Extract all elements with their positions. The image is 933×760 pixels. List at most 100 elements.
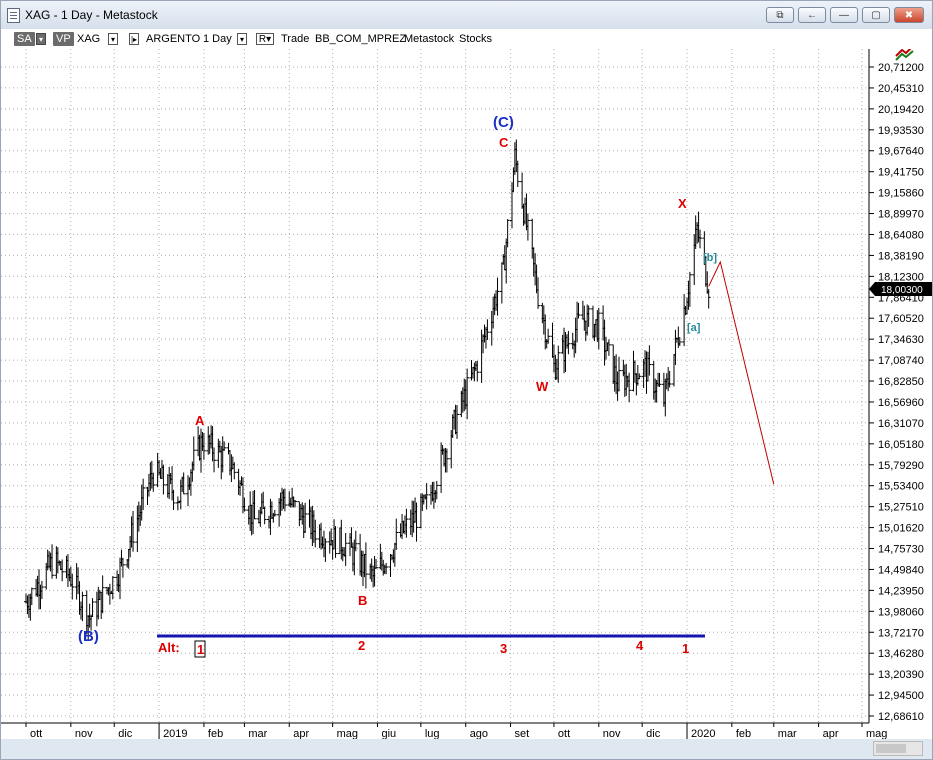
- price-tick-label: 12,94500: [878, 690, 924, 702]
- alt-label: Alt:: [158, 640, 180, 655]
- time-tick-label: mag: [337, 728, 358, 739]
- time-tick-label: 2019: [163, 728, 187, 739]
- price-tick-label: 15,27510: [878, 502, 924, 514]
- price-tick-label: 19,15860: [878, 188, 924, 200]
- scrollbar-thumb[interactable]: [876, 744, 906, 753]
- type-label: Stocks: [459, 33, 493, 45]
- projection-line[interactable]: [708, 260, 775, 485]
- security-name: ARGENTO: [146, 33, 201, 45]
- time-tick-label: nov: [75, 728, 93, 739]
- back-button[interactable]: ←: [798, 7, 826, 23]
- period-label: 1 Day: [203, 33, 232, 45]
- price-tick-label: 15,53400: [878, 481, 924, 493]
- window-controls: ⧉ ← ― ▢ ✖: [766, 7, 924, 23]
- wave-label-x: X: [678, 196, 687, 211]
- price-tick-label: 13,20390: [878, 669, 924, 681]
- time-tick-label: 2020: [691, 728, 715, 739]
- wave-label-c-paren: (C): [493, 114, 514, 131]
- mode-label: Trade: [281, 33, 310, 45]
- price-tick-label: 17,60520: [878, 313, 924, 325]
- price-tick-label: 16,82850: [878, 376, 924, 388]
- vp-button[interactable]: VP: [53, 32, 74, 46]
- price-tick-label: 15,79290: [878, 460, 924, 472]
- provider-label: Metastock: [404, 33, 455, 45]
- price-tick-label: 19,41750: [878, 167, 924, 179]
- alt-wave-5: 1: [682, 641, 689, 656]
- svg-text:18,00300: 18,00300: [881, 285, 923, 296]
- price-tick-label: 14,75730: [878, 544, 924, 556]
- wave-label-b: B: [358, 593, 367, 608]
- alt-wave-1: 1: [197, 642, 204, 657]
- price-tick-label: 15,01620: [878, 523, 924, 535]
- symbol-label: XAG: [77, 33, 101, 45]
- sa-button[interactable]: SA: [14, 32, 35, 46]
- wave-label-w: W: [536, 379, 549, 394]
- price-tick-label: 13,46280: [878, 648, 924, 660]
- name-dropdown-icon[interactable]: |▸: [129, 33, 139, 45]
- price-tick-label: 18,12300: [878, 271, 924, 283]
- time-tick-label: nov: [603, 728, 621, 739]
- time-tick-label: lug: [425, 728, 440, 739]
- time-tick-label: ott: [558, 728, 570, 739]
- alt-wave-3: 3: [500, 641, 507, 656]
- time-tick-label: dic: [646, 728, 661, 739]
- title-bar[interactable]: XAG - 1 Day - Metastock ⧉ ← ― ▢ ✖: [1, 1, 932, 29]
- window-title: XAG - 1 Day - Metastock: [25, 8, 158, 22]
- price-tick-label: 18,64080: [878, 229, 924, 241]
- price-tick-label: 17,34630: [878, 334, 924, 346]
- price-tick-label: 13,72170: [878, 627, 924, 639]
- time-tick-label: ott: [30, 728, 42, 739]
- price-tick-label: 20,45310: [878, 83, 924, 95]
- price-tick-label: 17,08740: [878, 355, 924, 367]
- source-label: BB_COM_MPREZ: [315, 33, 407, 45]
- time-tick-label: feb: [736, 728, 751, 739]
- minimize-button[interactable]: ―: [830, 7, 858, 23]
- trend-icon[interactable]: [895, 45, 914, 61]
- close-button[interactable]: ✖: [894, 7, 924, 23]
- restore-layout-button[interactable]: ⧉: [766, 7, 794, 23]
- wave-label-sub-b: [b]: [703, 252, 717, 264]
- wave-label-b-paren: (B): [78, 628, 99, 645]
- time-tick-label: feb: [208, 728, 223, 739]
- period-dropdown-icon[interactable]: ▾: [237, 33, 247, 45]
- time-tick-label: mag: [866, 728, 887, 739]
- price-tick-label: 19,67640: [878, 146, 924, 158]
- time-tick-label: giu: [381, 728, 396, 739]
- chart-canvas[interactable]: 20,71200 20,45310 20,19420 19,93530 19,67640…: [1, 45, 932, 740]
- time-tick-label: apr: [823, 728, 839, 739]
- price-bars: [24, 139, 711, 640]
- wave-label-c: C: [499, 135, 509, 150]
- document-icon: [7, 8, 20, 23]
- price-tick-label: 14,23950: [878, 585, 924, 597]
- price-tick-label: 16,31070: [878, 418, 924, 430]
- time-tick-label: mar: [778, 728, 797, 739]
- chart-toolbar: SA ▾ VP XAG ▾ |▸ ARGENTO 1 Day ▾ R▾ Trad…: [1, 29, 932, 49]
- price-tick-label: 19,93530: [878, 125, 924, 137]
- horizontal-scrollbar[interactable]: [873, 741, 923, 756]
- price-tick-label: 20,19420: [878, 104, 924, 116]
- time-tick-label: apr: [293, 728, 309, 739]
- alt-wave-4: 4: [636, 638, 644, 653]
- price-tick-label: 18,89970: [878, 209, 924, 221]
- price-tick-label: 18,38190: [878, 250, 924, 262]
- current-price-tag: 18,00300: [869, 282, 932, 296]
- wave-label-a: A: [195, 413, 205, 428]
- alt-wave-2: 2: [358, 638, 365, 653]
- price-tick-label: 13,98060: [878, 606, 924, 618]
- price-tick-label: 20,71200: [878, 62, 924, 74]
- time-tick-label: dic: [118, 728, 133, 739]
- price-tick-label: 16,56960: [878, 397, 924, 409]
- r-dropdown[interactable]: R▾: [256, 33, 274, 45]
- wave-label-sub-a: [a]: [687, 322, 701, 334]
- sa-dropdown-icon[interactable]: ▾: [36, 33, 46, 45]
- maximize-button[interactable]: ▢: [862, 7, 890, 23]
- price-tick-label: 12,68610: [878, 711, 924, 723]
- price-chart[interactable]: 20,71200 20,45310 20,19420 19,93530 19,67640…: [1, 45, 932, 740]
- time-tick-label: set: [515, 728, 530, 739]
- symbol-dropdown-icon[interactable]: ▾: [108, 33, 118, 45]
- time-tick-label: mar: [248, 728, 267, 739]
- price-tick-label: 14,49840: [878, 564, 924, 576]
- time-tick-label: ago: [470, 728, 488, 739]
- price-tick-label: 16,05180: [878, 439, 924, 451]
